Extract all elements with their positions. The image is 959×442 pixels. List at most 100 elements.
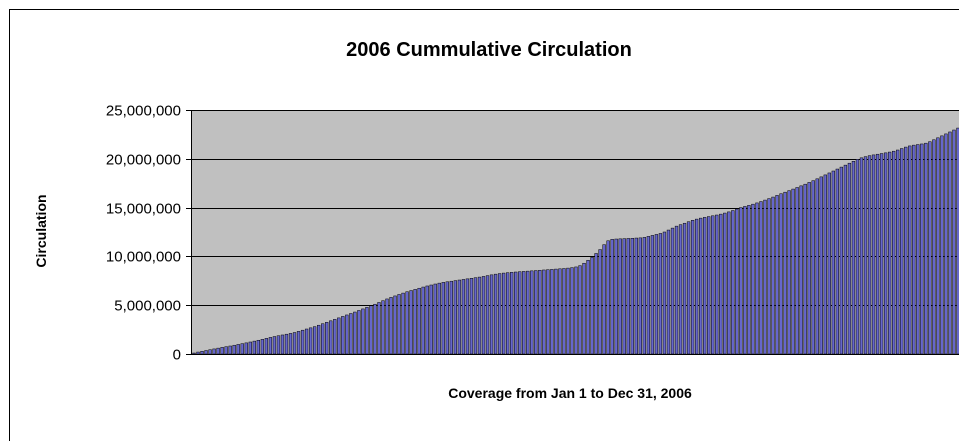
bar	[928, 141, 932, 355]
bar	[333, 319, 337, 355]
bar	[538, 270, 542, 355]
bar	[481, 276, 486, 355]
bar	[807, 182, 811, 355]
bar	[534, 270, 538, 355]
bar	[924, 142, 928, 355]
bar	[622, 238, 626, 355]
bar	[686, 221, 691, 355]
bar	[530, 270, 534, 355]
gridlines	[191, 110, 959, 306]
bar	[558, 268, 562, 355]
bar	[329, 320, 333, 355]
bar	[751, 203, 755, 355]
bar	[401, 292, 405, 355]
bar	[598, 249, 602, 355]
bar	[449, 280, 454, 355]
bar	[497, 273, 502, 355]
bar	[280, 334, 285, 355]
bar	[518, 271, 522, 355]
bar	[698, 217, 703, 355]
bar	[381, 300, 385, 355]
bar	[276, 335, 281, 355]
bar	[618, 238, 622, 355]
bar	[405, 291, 409, 355]
bar	[389, 297, 393, 355]
bar	[606, 240, 610, 355]
bar	[429, 284, 433, 355]
bar	[678, 224, 683, 355]
bar	[453, 280, 458, 355]
bar	[505, 272, 510, 355]
bar	[952, 129, 956, 355]
bar	[735, 208, 739, 355]
bar	[775, 195, 779, 355]
bar	[666, 229, 671, 355]
bar	[457, 279, 462, 355]
bar	[763, 199, 767, 355]
bar	[654, 234, 659, 355]
bar	[904, 146, 908, 355]
bar	[896, 149, 900, 355]
bar	[658, 233, 663, 355]
y-axis-label: Circulation	[33, 194, 49, 267]
bar	[871, 154, 876, 355]
bar	[948, 131, 952, 355]
bar	[341, 316, 345, 355]
bar	[425, 285, 429, 355]
bar	[887, 151, 892, 355]
bar	[731, 210, 735, 355]
bar	[216, 347, 220, 355]
bar	[220, 347, 224, 355]
bar	[715, 214, 719, 355]
bar	[843, 164, 848, 355]
bar	[855, 159, 860, 355]
bar	[473, 277, 478, 355]
bar	[522, 271, 526, 355]
bar	[682, 222, 687, 355]
bar	[461, 279, 466, 355]
bar	[815, 178, 819, 355]
axes	[186, 110, 959, 355]
bar	[469, 278, 474, 355]
bar	[308, 327, 313, 355]
bar	[397, 294, 401, 355]
bar	[932, 139, 936, 355]
bar	[847, 162, 852, 355]
bar	[312, 326, 317, 355]
bar	[212, 348, 216, 355]
bar	[566, 267, 570, 355]
bar	[256, 339, 261, 355]
bar	[727, 211, 731, 355]
bar	[546, 269, 550, 355]
bar	[594, 253, 598, 355]
bar	[916, 144, 920, 355]
bars	[192, 127, 959, 355]
y-tick-labels: 0 5,000,000 10,000,000 15,000,000 20,000,000…	[106, 103, 181, 364]
bar	[369, 305, 373, 355]
bar	[803, 183, 807, 355]
bar	[835, 168, 840, 355]
bar	[228, 345, 232, 355]
bar	[638, 237, 642, 355]
bar	[578, 265, 582, 355]
y-tick-label: 20,000,000	[106, 152, 181, 169]
bar	[863, 156, 868, 355]
bar	[337, 317, 341, 355]
bar	[908, 145, 912, 355]
bar	[936, 137, 940, 355]
bar	[739, 207, 743, 355]
bar	[260, 339, 265, 355]
bar	[244, 342, 248, 355]
bar	[940, 135, 944, 355]
bar	[670, 227, 675, 355]
bar	[811, 180, 815, 355]
bar	[755, 202, 759, 355]
bar	[892, 150, 896, 355]
bar	[743, 206, 747, 355]
bar	[912, 144, 916, 355]
bar	[646, 236, 651, 355]
bar	[879, 153, 884, 355]
bar	[771, 196, 775, 355]
bar	[875, 153, 880, 355]
bar	[783, 191, 787, 355]
